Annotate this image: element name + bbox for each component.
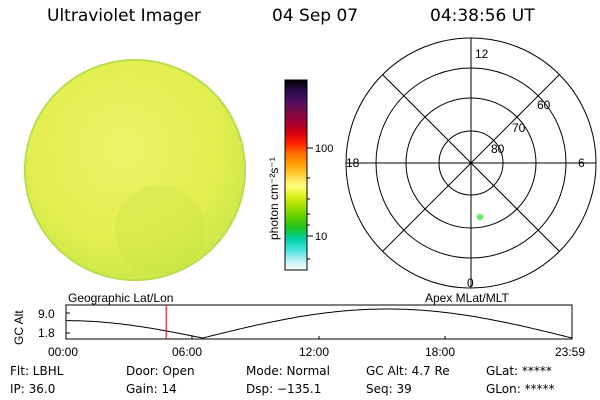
info-gc-alt: GC Alt: 4.7 Re — [366, 364, 450, 378]
info-glon: GLon: ***** — [486, 382, 555, 396]
app-title: Ultraviolet Imager — [47, 6, 201, 26]
date-label: 04 Sep 07 — [272, 6, 359, 26]
info-filter: Flt: LBHL — [10, 364, 64, 378]
spacecraft-footprint-point — [476, 213, 484, 221]
colorbar-label-10: 10 — [315, 231, 327, 243]
x-tick-0600: 06:00 — [172, 345, 202, 359]
gc-altitude-curve — [66, 308, 573, 339]
info-gain: Gain: 14 — [126, 382, 177, 396]
info-dsp: Dsp: −135.1 — [246, 382, 322, 396]
timeline-plot — [65, 304, 573, 340]
info-mode: Mode: Normal — [246, 364, 330, 378]
colorbar-label-100: 100 — [315, 143, 333, 155]
x-tick-1800: 18:00 — [425, 345, 455, 359]
x-tick-0000: 00:00 — [48, 345, 78, 359]
polar-diagonal-2 — [382, 74, 560, 252]
gc-alt-axis-label: GC Alt — [12, 310, 26, 345]
info-seq: Seq: 39 — [366, 382, 412, 396]
info-door: Door: Open — [126, 364, 195, 378]
mlt-label-18: 18 — [346, 156, 360, 170]
mlt-label-6: 6 — [578, 156, 585, 170]
info-glat: GLat: ***** — [486, 364, 552, 378]
x-tick-1200: 12:00 — [299, 345, 329, 359]
mlt-label-0: 0 — [467, 276, 474, 290]
timeline-frame — [65, 304, 573, 340]
x-tick-2359: 23:59 — [555, 345, 585, 359]
info-ip: IP: 36.0 — [10, 382, 56, 396]
y-tick-9: 9.0 — [38, 307, 55, 321]
mlt-label-12: 12 — [475, 47, 489, 61]
apex-label: Apex MLat/MLT — [425, 291, 509, 305]
colorbar-unit-label: photon cm⁻²s⁻¹ — [267, 157, 281, 240]
mlat-label-60: 60 — [537, 98, 551, 112]
polar-plot — [345, 37, 597, 289]
time-label: 04:38:56 UT — [430, 6, 535, 26]
uv-image-disk — [24, 59, 246, 281]
y-tick-1-8: 1.8 — [38, 326, 55, 340]
mlat-label-70: 70 — [512, 121, 526, 135]
geographic-label: Geographic Lat/Lon — [68, 291, 173, 305]
colorbar: 100 10 photon cm⁻²s⁻¹ — [267, 79, 333, 271]
mlat-label-80: 80 — [491, 142, 505, 156]
